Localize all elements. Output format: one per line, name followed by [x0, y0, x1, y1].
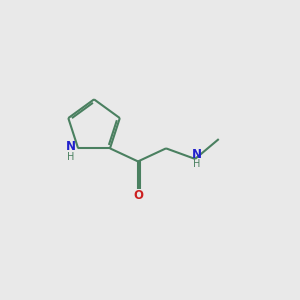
Text: O: O: [133, 189, 143, 202]
Text: N: N: [191, 148, 202, 161]
Text: H: H: [67, 152, 74, 162]
Text: H: H: [193, 159, 200, 169]
Text: N: N: [66, 140, 76, 153]
